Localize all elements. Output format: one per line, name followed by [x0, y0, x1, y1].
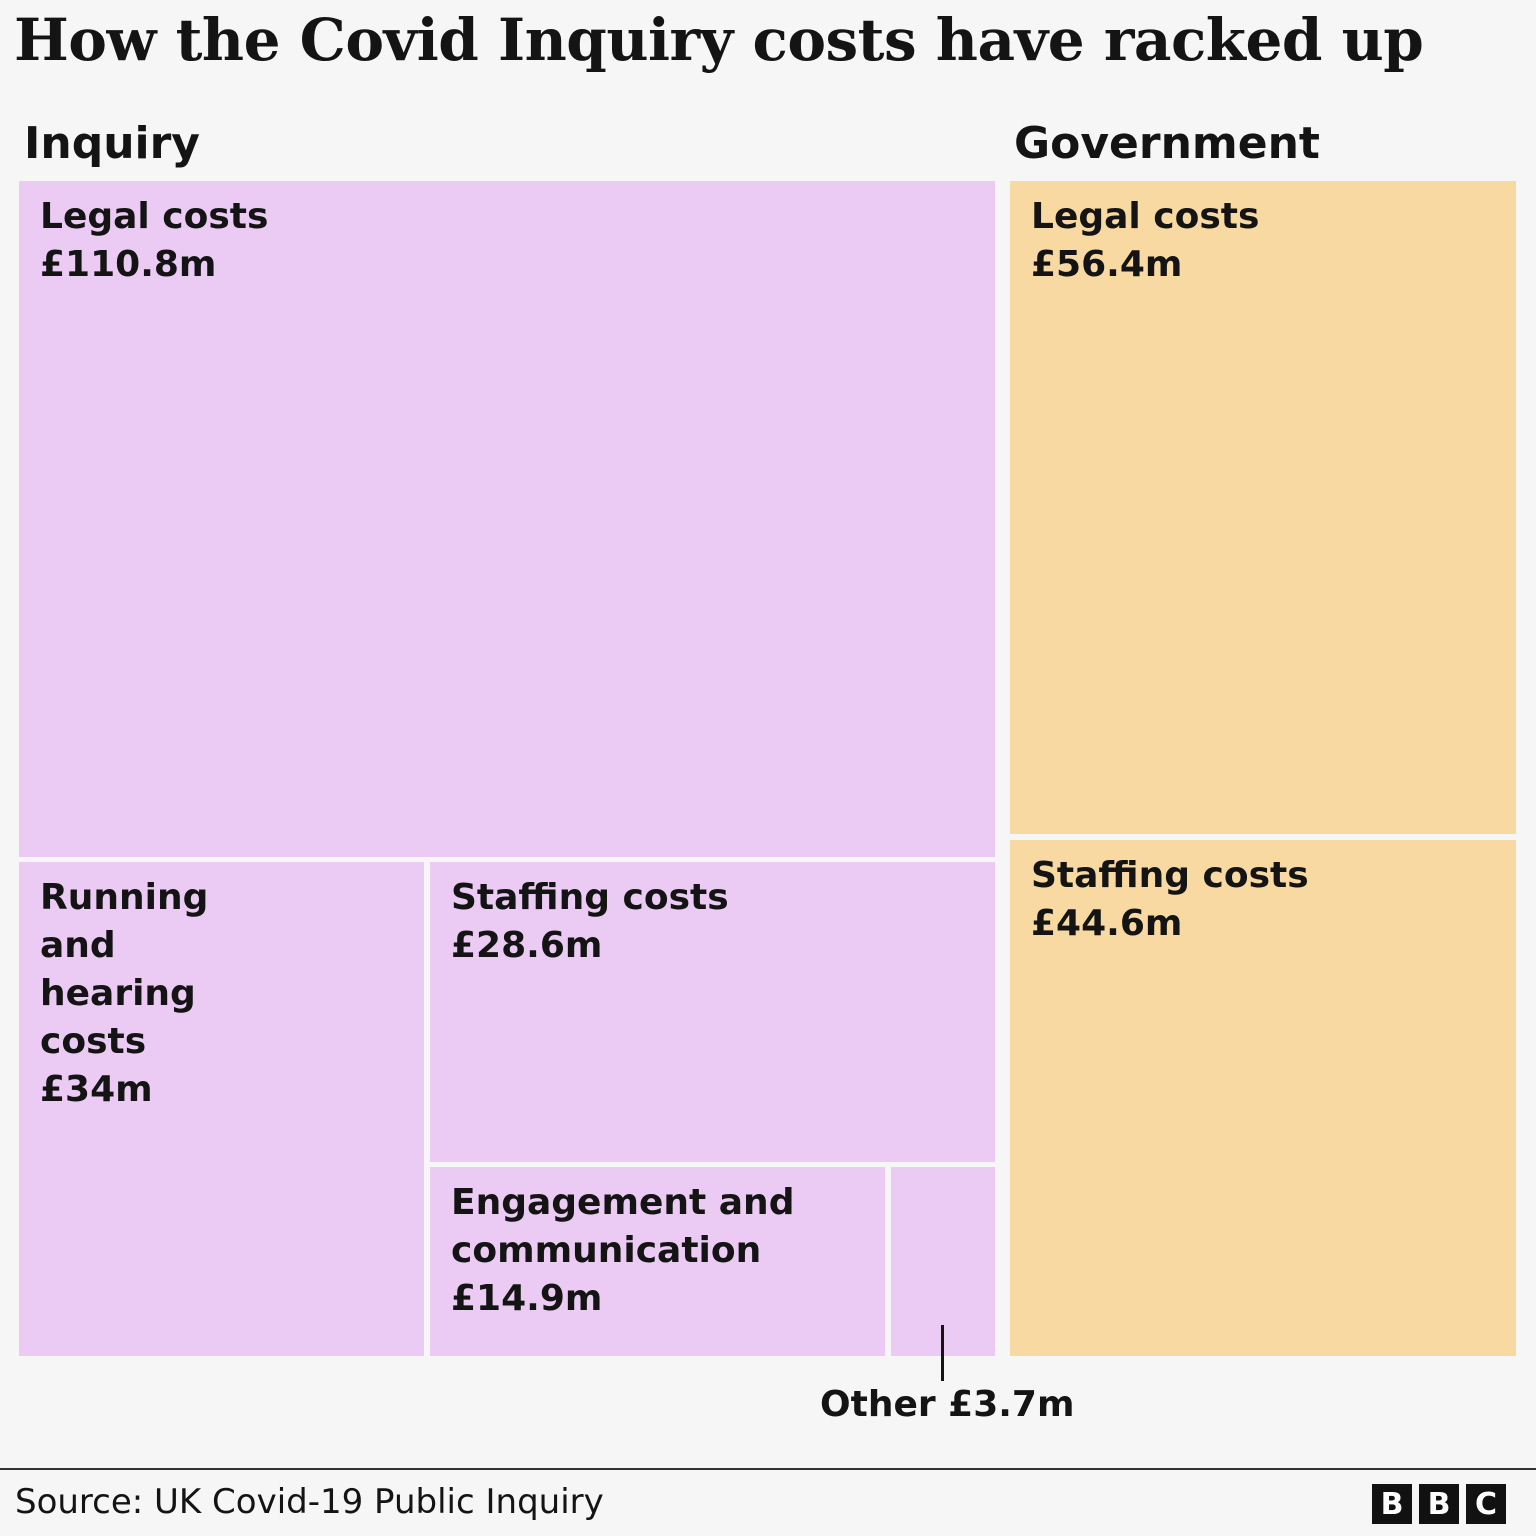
tile-inquiry-running-and-hearing-costs: Running and hearing costs £34m — [19, 862, 424, 1356]
tile-government-legal-costs: Legal costs £56.4m — [1010, 181, 1516, 834]
bbc-logo: B B C — [1372, 1484, 1506, 1524]
logo-letter: C — [1466, 1484, 1506, 1524]
tile-label: Staffing costs £28.6m — [451, 874, 729, 970]
tile-category: Legal costs — [40, 196, 269, 237]
tile-label: Legal costs £110.8m — [40, 193, 268, 289]
group-label-government: Government — [1014, 118, 1320, 169]
chart-title: How the Covid Inquiry costs have racked … — [14, 6, 1424, 74]
tile-label: Engagement and communication £14.9m — [451, 1179, 811, 1323]
tile-value: £34m — [40, 1069, 153, 1110]
tile-inquiry-other — [891, 1167, 995, 1356]
tile-category: Staffing costs — [451, 877, 729, 918]
tile-label: Staffing costs £44.6m — [1031, 852, 1309, 948]
tile-value: £56.4m — [1031, 244, 1183, 285]
tile-value: £110.8m — [40, 244, 217, 285]
tile-inquiry-staffing-costs: Staffing costs £28.6m — [430, 862, 995, 1162]
tile-value: £44.6m — [1031, 903, 1183, 944]
tile-value: £14.9m — [451, 1278, 603, 1319]
tile-category: Staffing costs — [1031, 855, 1309, 896]
group-label-inquiry: Inquiry — [24, 118, 200, 169]
tile-value: £28.6m — [451, 925, 603, 966]
tile-inquiry-engagement-and-communication: Engagement and communication £14.9m — [430, 1167, 885, 1356]
tile-category: Legal costs — [1031, 196, 1260, 237]
tile-category: Engagement and communication — [451, 1182, 795, 1271]
source-note: Source: UK Covid-19 Public Inquiry — [15, 1482, 604, 1522]
tile-inquiry-legal-costs: Legal costs £110.8m — [19, 181, 995, 857]
tile-label: Legal costs £56.4m — [1031, 193, 1259, 289]
logo-letter: B — [1372, 1484, 1412, 1524]
tile-government-staffing-costs: Staffing costs £44.6m — [1010, 840, 1516, 1356]
tile-label: Running and hearing costs £34m — [40, 874, 280, 1114]
footer-divider — [0, 1468, 1536, 1470]
logo-letter: B — [1419, 1484, 1459, 1524]
other-annotation: Other £3.7m — [820, 1384, 1075, 1425]
other-leader-line — [941, 1325, 944, 1381]
tile-category: Running and hearing costs — [40, 877, 209, 1062]
